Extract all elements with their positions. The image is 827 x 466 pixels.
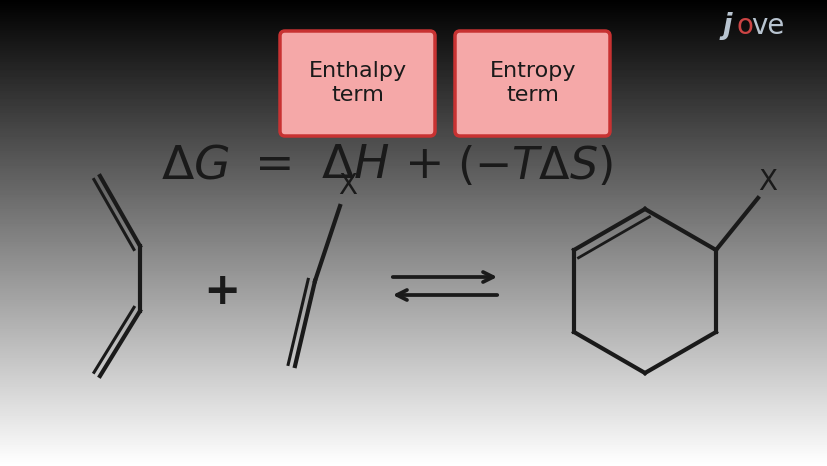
Text: +: + [203,269,241,313]
Text: +: + [404,144,444,189]
Text: Entropy
term: Entropy term [489,62,576,104]
Text: =: = [255,144,294,189]
Text: $\Delta G$: $\Delta G$ [160,144,229,189]
Text: Enthalpy
term: Enthalpy term [308,62,407,104]
Text: $\Delta H$: $\Delta H$ [320,144,389,189]
Text: $(-T\Delta S)$: $(-T\Delta S)$ [457,144,612,188]
Text: j: j [722,12,732,40]
Text: o: o [736,12,753,40]
Text: X: X [338,172,357,200]
Text: ve: ve [750,12,783,40]
FancyBboxPatch shape [455,31,609,136]
Text: X: X [758,168,777,196]
FancyBboxPatch shape [280,31,434,136]
